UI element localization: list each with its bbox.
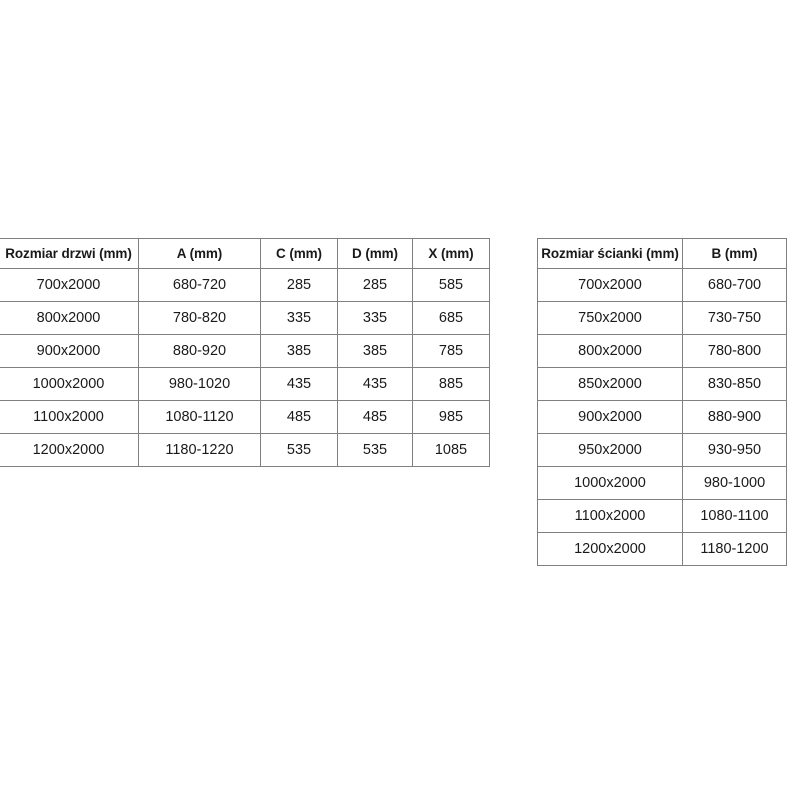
cell-wall-size: 1000x2000	[537, 466, 683, 500]
cell-a: 880-920	[138, 334, 261, 368]
cell-d: 485	[337, 400, 413, 434]
cell-d: 335	[337, 301, 413, 335]
cell-x: 985	[412, 400, 490, 434]
cell-c: 435	[260, 367, 338, 401]
table-row: 1200x2000 1180-1200	[537, 532, 787, 566]
cell-b: 780-800	[682, 334, 787, 368]
cell-a: 1080-1120	[138, 400, 261, 434]
cell-d: 435	[337, 367, 413, 401]
cell-wall-size: 1100x2000	[537, 499, 683, 533]
cell-wall-size: 700x2000	[537, 268, 683, 302]
cell-a: 980-1020	[138, 367, 261, 401]
table-row: 1000x2000 980-1000	[537, 466, 787, 500]
table-row: 700x2000 680-720 285 285 585	[0, 268, 490, 302]
cell-x: 685	[412, 301, 490, 335]
table-row: 700x2000 680-700	[537, 268, 787, 302]
column-header-wall-size: Rozmiar ścianki (mm)	[537, 238, 683, 269]
table-row: 1100x2000 1080-1100	[537, 499, 787, 533]
cell-x: 585	[412, 268, 490, 302]
cell-x: 885	[412, 367, 490, 401]
cell-door-size: 1000x2000	[0, 367, 139, 401]
cell-b: 680-700	[682, 268, 787, 302]
cell-c: 535	[260, 433, 338, 467]
cell-door-size: 1200x2000	[0, 433, 139, 467]
table-row: 950x2000 930-950	[537, 433, 787, 467]
cell-d: 385	[337, 334, 413, 368]
table-header-row: Rozmiar drzwi (mm) A (mm) C (mm) D (mm) …	[0, 238, 490, 269]
cell-wall-size: 800x2000	[537, 334, 683, 368]
cell-a: 680-720	[138, 268, 261, 302]
column-header-c: C (mm)	[260, 238, 338, 269]
table-header-row: Rozmiar ścianki (mm) B (mm)	[537, 238, 787, 269]
cell-wall-size: 950x2000	[537, 433, 683, 467]
cell-b: 730-750	[682, 301, 787, 335]
cell-b: 1180-1200	[682, 532, 787, 566]
table-row: 1200x2000 1180-1220 535 535 1085	[0, 433, 490, 467]
table-row: 750x2000 730-750	[537, 301, 787, 335]
cell-d: 285	[337, 268, 413, 302]
cell-wall-size: 750x2000	[537, 301, 683, 335]
cell-b: 880-900	[682, 400, 787, 434]
cell-c: 485	[260, 400, 338, 434]
column-header-d: D (mm)	[337, 238, 413, 269]
cell-a: 1180-1220	[138, 433, 261, 467]
cell-door-size: 900x2000	[0, 334, 139, 368]
cell-x: 785	[412, 334, 490, 368]
cell-d: 535	[337, 433, 413, 467]
cell-door-size: 800x2000	[0, 301, 139, 335]
table-row: 800x2000 780-800	[537, 334, 787, 368]
cell-a: 780-820	[138, 301, 261, 335]
cell-wall-size: 850x2000	[537, 367, 683, 401]
cell-door-size: 1100x2000	[0, 400, 139, 434]
cell-b: 930-950	[682, 433, 787, 467]
door-size-table: Rozmiar drzwi (mm) A (mm) C (mm) D (mm) …	[0, 238, 490, 467]
table-row: 900x2000 880-900	[537, 400, 787, 434]
table-row: 900x2000 880-920 385 385 785	[0, 334, 490, 368]
column-header-b: B (mm)	[682, 238, 787, 269]
table-row: 1000x2000 980-1020 435 435 885	[0, 367, 490, 401]
cell-c: 385	[260, 334, 338, 368]
cell-b: 1080-1100	[682, 499, 787, 533]
table-row: 850x2000 830-850	[537, 367, 787, 401]
cell-wall-size: 1200x2000	[537, 532, 683, 566]
column-header-door-size: Rozmiar drzwi (mm)	[0, 238, 139, 269]
cell-c: 335	[260, 301, 338, 335]
table-row: 800x2000 780-820 335 335 685	[0, 301, 490, 335]
cell-wall-size: 900x2000	[537, 400, 683, 434]
cell-door-size: 700x2000	[0, 268, 139, 302]
cell-b: 980-1000	[682, 466, 787, 500]
wall-panel-size-table: Rozmiar ścianki (mm) B (mm) 700x2000 680…	[537, 238, 787, 566]
cell-b: 830-850	[682, 367, 787, 401]
cell-c: 285	[260, 268, 338, 302]
column-header-x: X (mm)	[412, 238, 490, 269]
table-row: 1100x2000 1080-1120 485 485 985	[0, 400, 490, 434]
cell-x: 1085	[412, 433, 490, 467]
column-header-a: A (mm)	[138, 238, 261, 269]
